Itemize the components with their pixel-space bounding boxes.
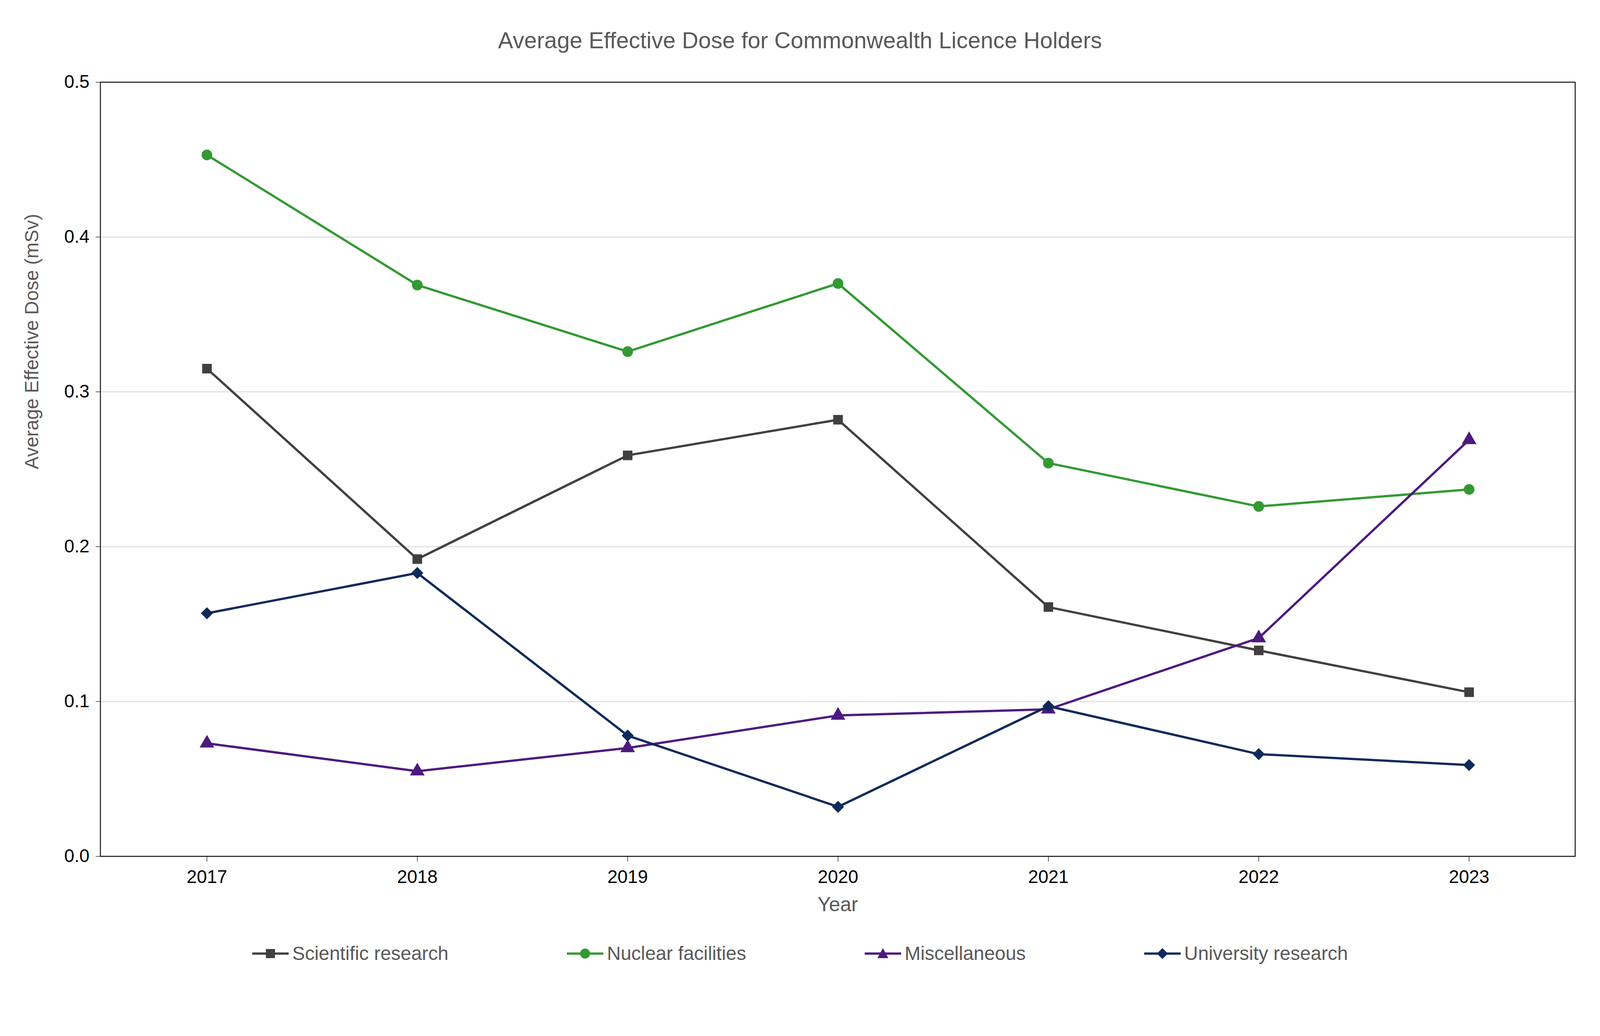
- svg-text:0.2: 0.2: [64, 535, 90, 556]
- svg-text:Average Effective Dose (mSv): Average Effective Dose (mSv): [20, 213, 43, 469]
- svg-text:Year: Year: [817, 892, 859, 916]
- svg-text:2021: 2021: [1028, 866, 1069, 887]
- svg-text:2020: 2020: [817, 866, 859, 887]
- html-text:Miscellaneous: Miscellaneous: [904, 942, 1026, 964]
- svg-text:2022: 2022: [1238, 866, 1279, 887]
- svg-text:0.0: 0.0: [64, 845, 90, 866]
- svg-text:0.3: 0.3: [64, 381, 90, 402]
- html-text:Average Effective Dose for Com: Average Effective Dose for Commonwealth …: [497, 27, 1103, 54]
- svg-text:2018: 2018: [397, 866, 438, 887]
- svg-text:0.5: 0.5: [64, 71, 90, 92]
- html-text:University research: University research: [1184, 942, 1348, 964]
- svg-text:2019: 2019: [607, 866, 648, 887]
- svg-text:2023: 2023: [1448, 866, 1490, 887]
- svg-text:2017: 2017: [186, 866, 228, 887]
- html-text:Nuclear facilities: Nuclear facilities: [606, 942, 747, 964]
- svg-text:0.4: 0.4: [64, 226, 90, 247]
- svg-text:0.1: 0.1: [64, 690, 90, 711]
- html-text:Scientific research: Scientific research: [292, 942, 449, 964]
